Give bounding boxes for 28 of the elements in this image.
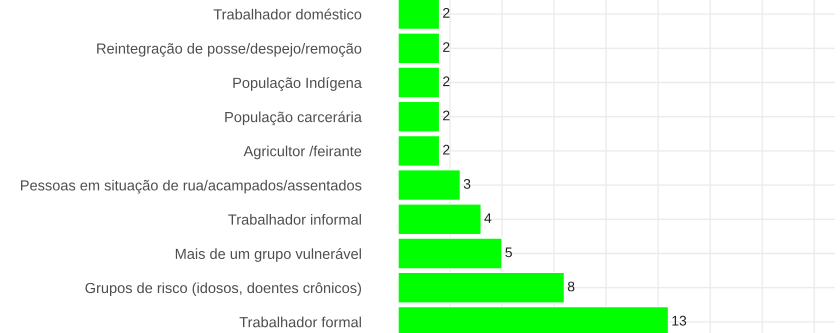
bar — [398, 169, 462, 202]
bar — [398, 32, 440, 64]
y-tick-label: Trabalhador doméstico — [214, 8, 362, 20]
y-tick-label: Pessoas em situação de rua/acampados/assentados — [21, 180, 362, 194]
y-tick-label: Reintegração de posse/despejo/remoção — [97, 43, 362, 57]
bar — [398, 237, 503, 270]
bar — [398, 203, 482, 236]
bar — [398, 66, 440, 99]
y-tick-label: Trabalhador informal — [228, 214, 361, 225]
bar — [398, 100, 440, 133]
y-tick-label: Agricultor /feirante — [244, 146, 362, 160]
y-tick-label: Trabalhador formal — [240, 316, 361, 328]
y-tick-label: População Indígena — [233, 77, 362, 91]
y-tick-label: População carcerária — [225, 111, 362, 126]
bar — [398, 272, 566, 304]
data-label: 2 — [443, 76, 450, 86]
data-label: 2 — [443, 144, 450, 154]
data-label: 4 — [484, 213, 492, 223]
y-tick-label: Mais de um grupo vulnerável — [176, 248, 361, 262]
data-label: 2 — [443, 110, 450, 120]
bar — [398, 134, 440, 167]
y-tick-label: Grupos de risco (idosos, doentes crônicos) — [85, 282, 362, 296]
data-label: 3 — [464, 178, 470, 189]
data-label: 2 — [443, 42, 450, 52]
data-label: 2 — [443, 8, 450, 18]
data-label: 13 — [672, 316, 686, 326]
data-label: 8 — [568, 282, 574, 292]
data-label: 5 — [505, 248, 512, 258]
